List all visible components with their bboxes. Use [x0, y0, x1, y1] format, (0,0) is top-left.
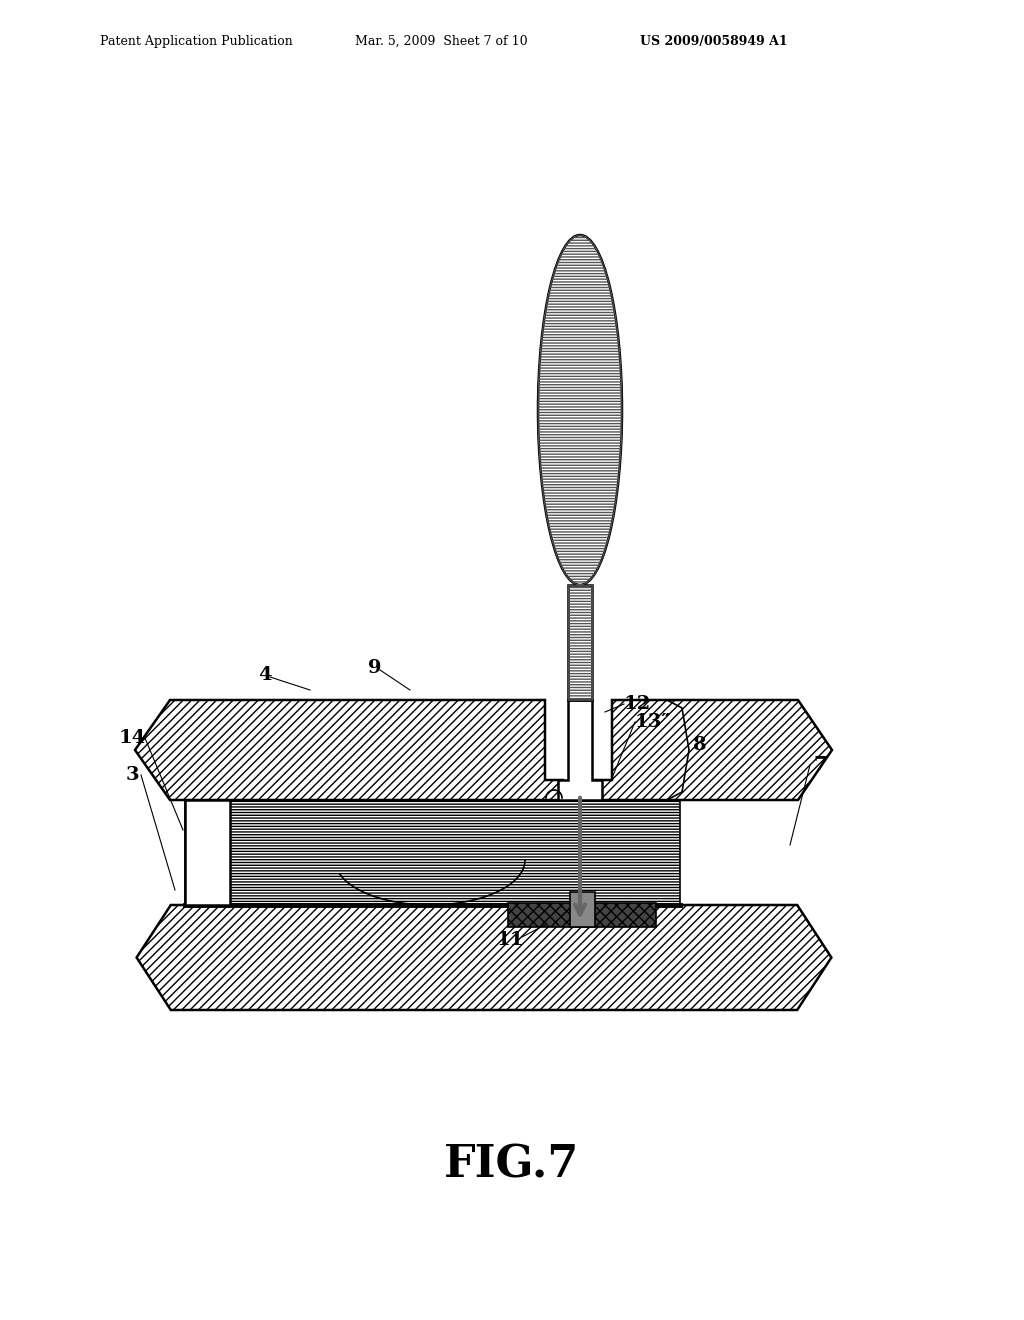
Text: 4: 4	[258, 667, 271, 684]
Text: Patent Application Publication: Patent Application Publication	[100, 36, 293, 48]
Text: US 2009/0058949 A1: US 2009/0058949 A1	[640, 36, 787, 48]
Polygon shape	[136, 906, 831, 1010]
Text: 13″: 13″	[635, 713, 671, 731]
Bar	[185, 800, 230, 906]
Text: 3: 3	[125, 766, 139, 784]
Text: Mar. 5, 2009  Sheet 7 of 10: Mar. 5, 2009 Sheet 7 of 10	[355, 36, 527, 48]
Bar	[570, 892, 595, 927]
Polygon shape	[592, 700, 831, 800]
Text: FIG.7: FIG.7	[444, 1143, 580, 1187]
Text: 9: 9	[369, 659, 382, 677]
Text: 11: 11	[497, 931, 523, 949]
Text: 7: 7	[813, 756, 826, 774]
Text: 8: 8	[693, 737, 707, 754]
Bar	[508, 903, 656, 927]
Polygon shape	[185, 800, 680, 906]
Ellipse shape	[538, 235, 622, 585]
Polygon shape	[135, 700, 563, 800]
Text: 14: 14	[119, 729, 145, 747]
Text: 12: 12	[624, 696, 651, 713]
Polygon shape	[558, 700, 602, 800]
Polygon shape	[568, 585, 592, 700]
